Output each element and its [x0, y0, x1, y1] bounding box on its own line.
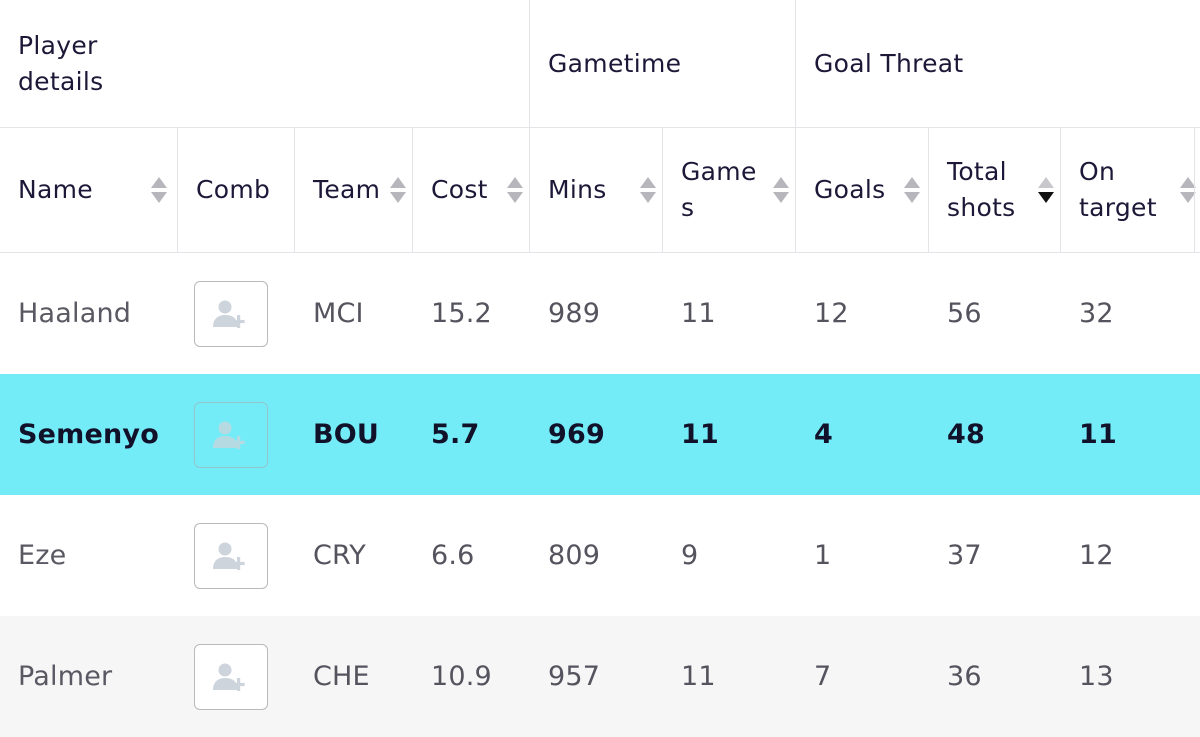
goals-cell: 1 [814, 540, 832, 571]
sort-arrows-icon[interactable] [773, 177, 789, 203]
table-row[interactable]: Palmer CHE 10.9 957 11 7 36 13 [0, 616, 1200, 737]
column-header-name-label: Name [18, 175, 93, 204]
cost-cell: 15.2 [431, 298, 492, 329]
header-group-player-details-label: Player details [18, 30, 104, 96]
player-name[interactable]: Palmer [18, 661, 113, 692]
header-group-gametime-label: Gametime [548, 48, 682, 78]
sort-arrows-icon[interactable] [151, 177, 167, 203]
cost-cell: 6.6 [431, 540, 475, 571]
column-header-name[interactable]: Name [0, 128, 178, 253]
column-header-goals-label: Goals [814, 175, 886, 204]
column-header-on-target-label: On target [1079, 157, 1157, 222]
sort-arrows-icon[interactable] [904, 177, 920, 203]
goals-cell: 4 [814, 419, 833, 450]
column-header-total-shots-label: Total shots [947, 157, 1016, 222]
total-shots-cell: 48 [947, 419, 985, 450]
column-header-games[interactable]: Game s [663, 128, 796, 253]
comb-cell [178, 253, 295, 374]
comb-cell [178, 374, 295, 495]
games-cell: 9 [681, 540, 699, 571]
sort-descending-icon[interactable] [1038, 177, 1054, 203]
table-row[interactable]: Haaland MCI 15.2 989 11 12 56 32 [0, 253, 1200, 374]
team-cell: MCI [313, 298, 364, 329]
add-user-icon [213, 663, 245, 691]
goals-cell: 12 [814, 298, 849, 329]
total-shots-cell: 37 [947, 540, 982, 571]
team-cell: BOU [313, 419, 380, 450]
player-name[interactable]: Semenyo [18, 419, 159, 450]
column-header-mins[interactable]: Mins [530, 128, 663, 253]
column-header-comb: Comb [178, 128, 295, 253]
on-target-cell: 13 [1079, 661, 1114, 692]
sort-arrows-icon[interactable] [390, 177, 406, 203]
column-header-goals[interactable]: Goals [796, 128, 929, 253]
games-cell: 11 [681, 661, 716, 692]
header-group-player-details: Player details [0, 0, 530, 128]
comb-cell [178, 495, 295, 616]
player-name[interactable]: Haaland [18, 298, 132, 329]
add-to-comb-button[interactable] [194, 280, 268, 347]
header-group-gametime: Gametime [530, 0, 796, 128]
mins-cell: 969 [548, 419, 605, 450]
header-group-goal-threat-label: Goal Threat [814, 48, 964, 78]
mins-cell: 809 [548, 540, 601, 571]
team-cell: CHE [313, 661, 370, 692]
column-header-cost[interactable]: Cost [413, 128, 530, 253]
sort-arrows-icon[interactable] [507, 177, 523, 203]
column-header-cost-label: Cost [431, 175, 488, 204]
on-target-cell: 12 [1079, 540, 1114, 571]
total-shots-cell: 56 [947, 298, 982, 329]
sort-arrows-icon[interactable] [640, 177, 656, 203]
table-right-border [1194, 128, 1195, 253]
on-target-cell: 11 [1079, 419, 1117, 450]
cost-cell: 5.7 [431, 419, 480, 450]
add-to-comb-button[interactable] [194, 643, 268, 710]
column-header-mins-label: Mins [548, 175, 607, 204]
add-user-icon [213, 300, 245, 328]
on-target-cell: 32 [1079, 298, 1114, 329]
column-header-comb-label: Comb [196, 175, 271, 204]
player-name[interactable]: Eze [18, 540, 67, 571]
add-user-icon [213, 421, 245, 449]
team-cell: CRY [313, 540, 366, 571]
total-shots-cell: 36 [947, 661, 982, 692]
add-user-icon [213, 542, 245, 570]
games-cell: 11 [681, 419, 719, 450]
column-header-total-shots[interactable]: Total shots [929, 128, 1061, 253]
add-to-comb-button[interactable] [194, 522, 268, 589]
add-to-comb-button[interactable] [194, 401, 268, 468]
table-row[interactable]: Eze CRY 6.6 809 9 1 37 12 [0, 495, 1200, 616]
mins-cell: 957 [548, 661, 601, 692]
column-header-on-target[interactable]: On target [1061, 128, 1200, 253]
sort-arrows-icon[interactable] [1180, 177, 1196, 203]
column-header-team[interactable]: Team [295, 128, 413, 253]
games-cell: 11 [681, 298, 716, 329]
mins-cell: 989 [548, 298, 601, 329]
table-row[interactable]: Semenyo BOU 5.7 969 11 4 48 11 [0, 374, 1200, 495]
column-header-team-label: Team [313, 175, 381, 204]
column-header-games-label: Game s [681, 157, 757, 222]
goals-cell: 7 [814, 661, 832, 692]
header-group-goal-threat: Goal Threat [796, 0, 1200, 128]
comb-cell [178, 616, 295, 737]
cost-cell: 10.9 [431, 661, 492, 692]
